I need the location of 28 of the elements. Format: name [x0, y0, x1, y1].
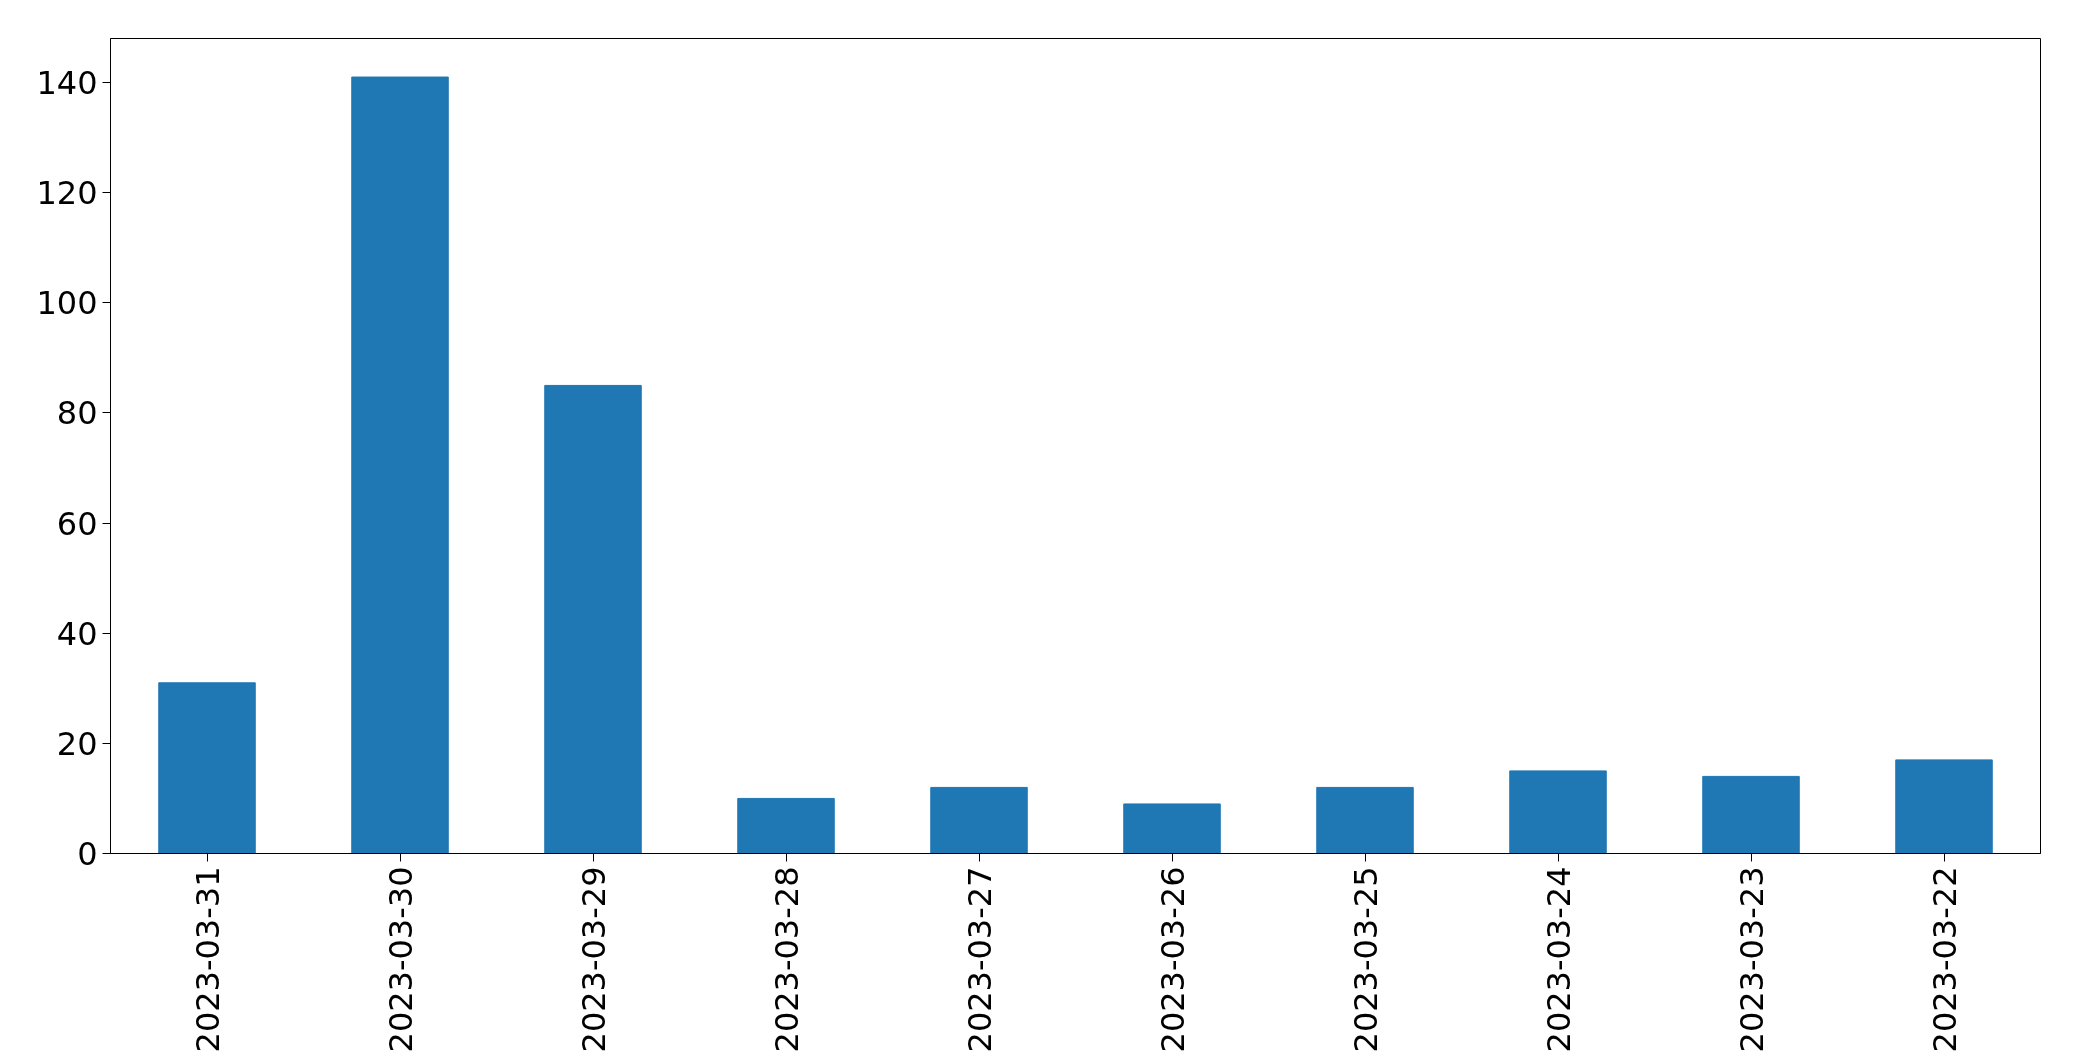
bar: [1895, 759, 1993, 854]
x-tick-label: 2023-03-22: [1925, 866, 1964, 1053]
x-tick-label: 2023-03-26: [1153, 866, 1192, 1053]
y-tick-label: 100: [36, 284, 98, 323]
x-tick-label: 2023-03-25: [1346, 866, 1385, 1053]
y-tick-label: 120: [36, 174, 98, 213]
x-tick-label: 2023-03-29: [574, 866, 613, 1053]
y-tick-label: 0: [77, 835, 98, 873]
bar: [1123, 803, 1221, 854]
bar: [544, 384, 642, 854]
bar: [1509, 770, 1607, 854]
bar: [930, 786, 1028, 854]
y-tick-label: 80: [56, 394, 98, 433]
x-tick-label: 2023-03-23: [1732, 866, 1771, 1053]
y-tick-label: 20: [56, 724, 98, 763]
bar: [351, 76, 449, 854]
x-tick-label: 2023-03-30: [381, 866, 420, 1053]
x-tick-label: 2023-03-24: [1539, 866, 1578, 1053]
bar: [1702, 775, 1800, 854]
x-tick-label: 2023-03-31: [188, 866, 227, 1053]
bar: [1316, 786, 1414, 854]
bar: [737, 797, 835, 854]
x-tick-label: 2023-03-27: [960, 866, 999, 1053]
y-tick-label: 60: [56, 504, 98, 543]
y-tick-label: 40: [56, 614, 98, 653]
x-tick-label: 2023-03-28: [767, 866, 806, 1053]
bar: [158, 682, 256, 854]
y-tick-label: 140: [36, 64, 98, 103]
